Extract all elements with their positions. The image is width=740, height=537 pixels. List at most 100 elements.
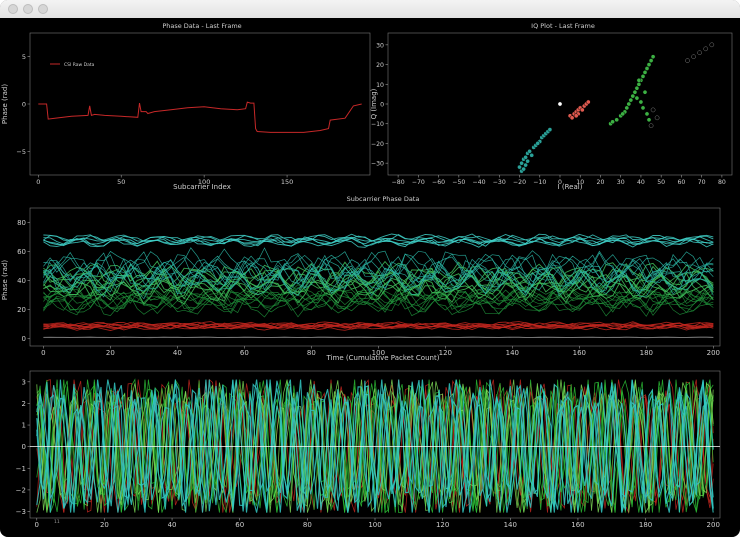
x-tick-label: 40 (637, 179, 645, 186)
scatter-point (523, 162, 528, 168)
series-line (43, 284, 714, 305)
subcarrier-phase-chart: Subcarrier Phase Data 0 20 40 60 80 100 120 140… (1, 195, 721, 362)
series-line (43, 247, 714, 278)
y-tick-label: 30 (376, 42, 384, 49)
x-tick-label: 80 (718, 179, 726, 186)
x-tick-label: 0 (36, 178, 40, 186)
x-tick-label: 200 (707, 349, 720, 357)
series-line (36, 379, 714, 514)
scatter-point (569, 115, 575, 121)
scatter-point (642, 70, 648, 75)
y-tick-label: 0 (22, 335, 26, 343)
series-line (43, 263, 714, 295)
scatter-point (614, 117, 620, 123)
scatter-point (525, 158, 530, 164)
y-tick-label: 40 (17, 277, 26, 285)
series-lines (30, 378, 720, 515)
x-tick-label: 60 (677, 179, 685, 186)
x-tick-label: 0 (41, 349, 45, 357)
scatter-point (691, 54, 696, 60)
scatter-point (646, 117, 652, 123)
scatter-point (628, 97, 634, 103)
plot-area: Phase Data - Last Frame 0 50 100 150 5 0 −5 CS… (0, 18, 740, 537)
scatter-points (517, 42, 715, 174)
series-line (43, 267, 714, 295)
series-line (43, 321, 714, 328)
minimize-button[interactable] (23, 4, 33, 14)
series-line (43, 290, 714, 313)
scatter-point (650, 107, 656, 113)
scatter-point (632, 89, 638, 95)
scatter-point (585, 99, 591, 105)
x-tick-label: 0 (35, 521, 39, 529)
y-tick-label: −3 (16, 508, 26, 516)
x-tick-label: −10 (533, 179, 546, 186)
x-tick-label: 50 (117, 178, 125, 186)
chart-title: Subcarrier Phase Data (347, 195, 420, 203)
window-titlebar (0, 0, 740, 19)
series-line (36, 379, 714, 513)
series-line (43, 258, 714, 290)
scatter-point (654, 115, 660, 121)
series-line (43, 323, 714, 330)
x-tick-label: −30 (493, 179, 506, 186)
legend: CSI Raw Data (50, 62, 95, 68)
x-tick-label: −40 (473, 179, 486, 186)
scatter-point (523, 154, 528, 160)
x-tick-label: 100 (372, 349, 385, 357)
y-tick-label: 0 (380, 102, 384, 109)
y-tick-label: 5 (22, 53, 26, 61)
x-tick-label: −70 (412, 179, 425, 186)
x-tick-label: 20 (100, 521, 109, 529)
series-line (43, 292, 714, 315)
series-line (43, 262, 714, 291)
series-line (43, 250, 714, 280)
scatter-point (535, 141, 541, 146)
x-axis-label: I (Real) (558, 183, 583, 191)
x-tick-label: 80 (307, 349, 316, 357)
wrapped-phase-chart: 0 20 40 60 80 100 120 140 160 180 200 3 2 1 0 −1 −2 −3 11 (16, 370, 721, 529)
x-tick-label: 40 (168, 521, 177, 529)
x-tick-label: 140 (506, 349, 519, 357)
x-tick-label: 100 (198, 178, 210, 186)
y-axis-label: Phase (rad) (1, 260, 9, 300)
x-tick-label: 70 (698, 179, 706, 186)
series-lines (38, 101, 362, 133)
scatter-point (547, 127, 553, 132)
scatter-point (557, 101, 563, 107)
scatter-point (648, 58, 654, 63)
close-button[interactable] (8, 4, 18, 14)
series-line (43, 295, 714, 316)
scatter-point (634, 85, 640, 91)
iq-plot-chart: IQ Plot - Last Frame −80 −70 −60 −50 −40 −30−… (370, 22, 733, 191)
x-tick-label: 50 (657, 179, 665, 186)
y-tick-label: 1 (22, 422, 26, 430)
scatter-point (709, 42, 715, 48)
series-line (43, 279, 714, 305)
x-tick-label: 20 (106, 349, 115, 357)
axes-frame (29, 207, 721, 347)
x-tick-label: 120 (439, 349, 452, 357)
scatter-point (626, 101, 632, 107)
series-lines (43, 233, 714, 339)
x-tick-label: 80 (303, 521, 312, 529)
scatter-point (636, 81, 642, 87)
scatter-point (610, 119, 615, 125)
x-axis-label: Time (Cumulative Packet Count) (326, 354, 440, 362)
x-tick-label: 180 (639, 521, 652, 529)
y-tick-label: −2 (16, 486, 26, 494)
x-tick-label: 150 (281, 178, 293, 186)
x-tick-label: 180 (640, 349, 653, 357)
series-line (43, 322, 714, 328)
scatter-point (640, 74, 646, 79)
x-tick-label: 160 (573, 349, 586, 357)
zoom-button[interactable] (38, 4, 48, 14)
y-tick-label: 20 (17, 306, 26, 314)
scatter-point (697, 50, 702, 56)
scatter-point (630, 93, 636, 99)
x-tick-label: 100 (368, 521, 381, 529)
scatter-point (640, 105, 646, 111)
scatter-point (527, 148, 532, 154)
